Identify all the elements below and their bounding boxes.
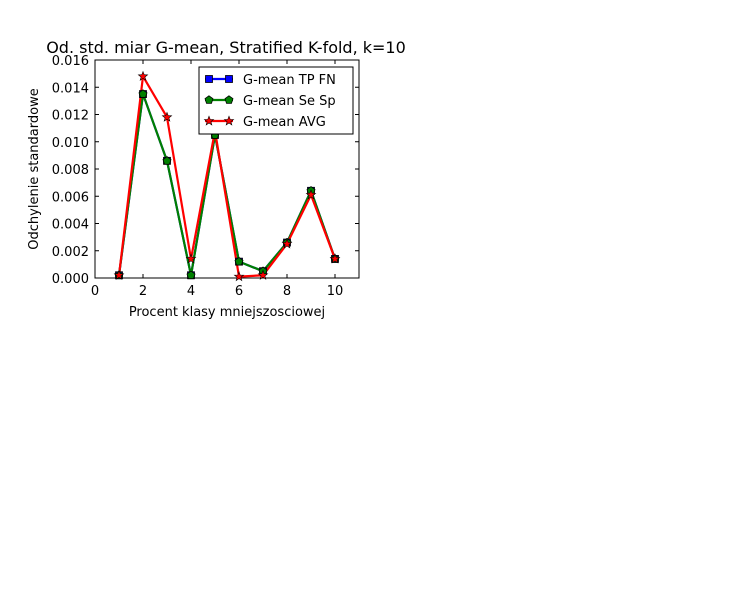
- data-point-series-3: [137, 70, 149, 81]
- x-axis-label: Procent klasy mniejszosciowej: [129, 305, 325, 320]
- legend-label-1: G-mean TP FN: [243, 73, 336, 88]
- y-tick-label: 0.014: [52, 81, 89, 96]
- legend-marker-3: [223, 115, 235, 126]
- legend-marker-1: [225, 75, 233, 83]
- legend-label-3: G-mean AVG: [243, 115, 326, 130]
- data-point-series-3: [305, 189, 317, 200]
- x-tick-label: 4: [187, 284, 195, 299]
- y-tick-label: 0.002: [52, 245, 89, 260]
- data-point-series-2: [186, 270, 196, 280]
- y-tick-label: 0.004: [52, 218, 89, 233]
- y-tick-label: 0.016: [52, 54, 89, 69]
- legend: G-mean TP FN G-mean Se Sp G-mean AVG: [198, 66, 354, 135]
- legend-marker-1: [205, 75, 213, 83]
- y-tick-label: 0.000: [52, 272, 89, 287]
- y-axis-label: Odchylenie standardowe: [27, 88, 42, 249]
- legend-marker-2: [204, 95, 214, 104]
- series-line-3: [117, 75, 337, 278]
- y-tick-label: 0.010: [52, 136, 89, 151]
- data-point-series-2: [234, 256, 244, 266]
- legend-label-2: G-mean Se Sp: [243, 94, 336, 109]
- legend-marker-2: [224, 95, 234, 104]
- x-tick-label: 10: [327, 284, 344, 299]
- x-tick-label: 0: [91, 284, 99, 299]
- data-point-series-3: [161, 111, 173, 122]
- chart-title: Od. std. miar G-mean, Stratified K-fold,…: [46, 38, 406, 57]
- data-point-series-3: [185, 253, 197, 264]
- x-tick-label: 6: [235, 284, 243, 299]
- plot-area: 0 2 4 6 8 10 0.000 0.002 0.004 0.006 0.008 0.010 0.0…: [52, 54, 360, 299]
- data-point-series-2: [162, 156, 172, 165]
- data-point-series-3: [281, 238, 293, 249]
- y-tick-label: 0.008: [52, 163, 89, 178]
- legend-marker-3: [203, 115, 215, 126]
- data-point-series-3: [329, 253, 341, 264]
- y-tick-label: 0.012: [52, 109, 89, 124]
- x-tick-label: 8: [283, 284, 291, 299]
- data-point-series-2: [138, 89, 148, 98]
- data-point-series-3: [233, 270, 245, 282]
- x-tick-label: 2: [139, 284, 147, 299]
- y-tick-label: 0.006: [52, 190, 89, 205]
- data-point-series-3: [257, 269, 269, 280]
- data-point-series-3: [113, 269, 125, 280]
